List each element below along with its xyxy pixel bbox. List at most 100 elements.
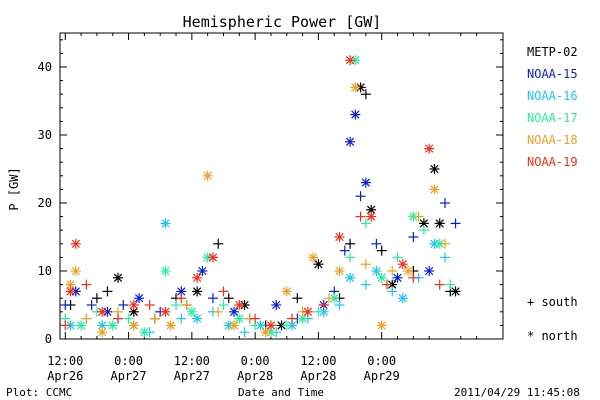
data-point	[313, 259, 324, 270]
series-metp-02	[65, 82, 461, 331]
marker-legend-entry: * north	[527, 329, 578, 343]
data-point	[334, 266, 345, 276]
data-point	[271, 300, 282, 310]
x-tick-date: Apr27	[174, 369, 210, 383]
legend-entry: NOAA-19	[527, 155, 578, 169]
y-axis-label: P [GW]	[7, 167, 21, 210]
data-point	[439, 238, 450, 249]
data-point	[345, 55, 356, 66]
legend-entry: NOAA-18	[527, 133, 578, 147]
data-point	[308, 252, 319, 263]
data-point	[392, 252, 403, 263]
data-point	[70, 266, 81, 276]
data-point	[408, 272, 419, 283]
data-point	[118, 300, 129, 310]
data-point	[323, 293, 334, 304]
data-point	[234, 300, 245, 310]
data-point	[302, 306, 313, 317]
data-point	[160, 266, 171, 276]
footer-plot-source: Plot: CCMC	[6, 386, 72, 399]
data-point	[139, 327, 150, 338]
data-point	[70, 238, 81, 249]
y-tick-label: 20	[38, 196, 52, 210]
plot-frame	[59, 32, 504, 340]
data-point	[176, 286, 187, 297]
data-point	[229, 306, 240, 317]
x-tick-time: 12:00	[47, 354, 83, 368]
data-point	[218, 286, 229, 297]
data-point	[65, 286, 76, 297]
data-point	[229, 320, 240, 331]
x-tick-date: Apr29	[364, 369, 400, 383]
data-point	[434, 218, 445, 229]
x-tick-time: 12:00	[174, 354, 210, 368]
data-point	[65, 279, 76, 290]
data-point	[424, 143, 435, 154]
legend: METP-02 NOAA-15 NOAA-16 NOAA-17 NOAA-18 NOAA-…	[527, 45, 578, 169]
data-point	[397, 259, 408, 270]
data-point	[91, 293, 102, 304]
x-tick-date: Apr26	[47, 369, 83, 383]
data-point	[265, 320, 276, 331]
data-point	[281, 320, 292, 331]
series-noaa-18	[65, 82, 450, 338]
data-point	[376, 245, 387, 256]
data-point	[60, 300, 71, 310]
data-point	[329, 293, 340, 304]
data-point	[439, 198, 450, 208]
y-tick-label: 10	[38, 264, 52, 278]
data-point	[81, 279, 92, 290]
data-point	[355, 191, 366, 202]
data-point	[144, 300, 155, 310]
data-point	[234, 313, 245, 324]
data-point	[429, 164, 440, 174]
data-point	[207, 293, 218, 304]
data-point	[360, 177, 371, 188]
data-point	[260, 327, 271, 338]
data-point	[149, 313, 160, 324]
data-point	[450, 286, 461, 297]
data-point	[281, 286, 292, 297]
data-point	[413, 211, 424, 222]
x-tick-time: 0:00	[241, 354, 270, 368]
data-point	[287, 313, 298, 324]
data-point	[434, 279, 445, 290]
data-point	[397, 293, 408, 304]
data-point	[160, 306, 171, 317]
data-point	[176, 313, 187, 324]
data-point	[429, 184, 440, 195]
data-point	[376, 272, 387, 283]
data-point	[97, 327, 108, 338]
data-point	[76, 320, 87, 331]
data-point	[223, 293, 234, 304]
data-point	[250, 313, 261, 324]
data-point	[213, 238, 224, 249]
data-point	[345, 252, 356, 263]
data-point	[350, 109, 361, 120]
marker-legend: + south * north	[527, 295, 578, 343]
data-point	[360, 89, 371, 100]
data-point	[345, 136, 356, 147]
y-tick-label: 30	[38, 128, 52, 142]
marker-legend-entry: + south	[527, 295, 578, 309]
data-point	[202, 170, 213, 181]
data-point	[376, 320, 387, 331]
series-noaa-16	[65, 218, 450, 338]
data-point	[450, 218, 461, 229]
legend-entry: NOAA-17	[527, 111, 578, 125]
data-point	[360, 218, 371, 229]
y-tick-label: 0	[45, 332, 52, 346]
data-point	[107, 320, 118, 331]
data-point	[81, 313, 92, 324]
data-point	[334, 300, 345, 310]
data-point	[165, 320, 176, 331]
data-point	[128, 300, 139, 310]
data-point	[186, 306, 197, 317]
data-point	[418, 225, 429, 236]
data-point	[128, 320, 139, 331]
chart-title: Hemispheric Power [GW]	[183, 13, 382, 31]
series-noaa-19	[60, 55, 445, 331]
series-noaa-15	[60, 109, 461, 324]
data-point	[313, 306, 324, 317]
x-tick-date: Apr28	[300, 369, 336, 383]
